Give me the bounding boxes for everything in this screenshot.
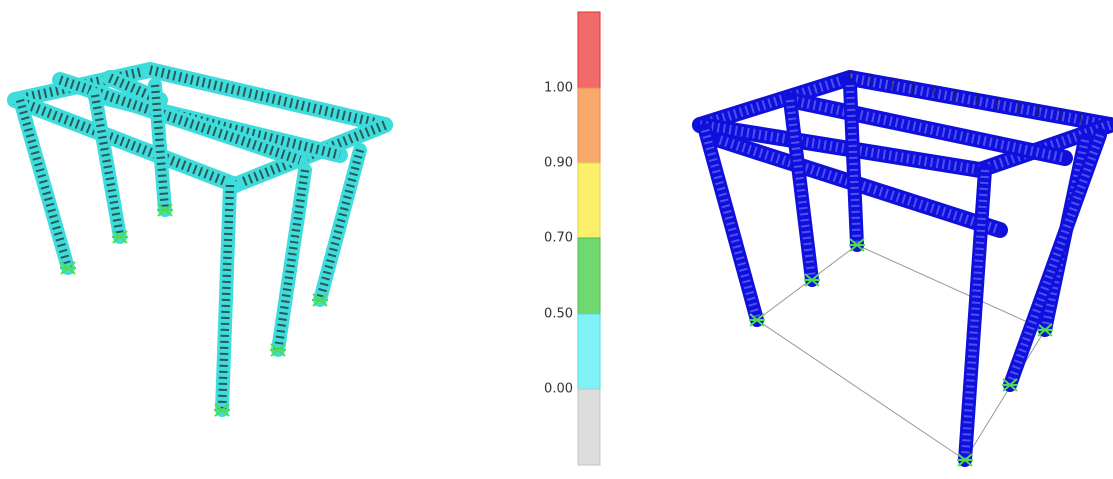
legend-red	[578, 12, 600, 88]
legend-yellow	[578, 163, 600, 238]
legend-label: 0.70	[544, 231, 573, 246]
member	[222, 185, 230, 410]
legend-orange	[578, 88, 600, 163]
legend-label: 0.50	[544, 307, 573, 322]
legend-label: 0.00	[544, 382, 573, 397]
analysis-view: 1.00 0.90 0.70 0.50 0.00	[0, 0, 1113, 479]
legend-gray	[578, 389, 600, 465]
legend-green	[578, 238, 600, 314]
legend-label: 1.00	[544, 81, 573, 96]
legend-label: 0.90	[544, 156, 573, 171]
legend-cyan	[578, 314, 600, 389]
